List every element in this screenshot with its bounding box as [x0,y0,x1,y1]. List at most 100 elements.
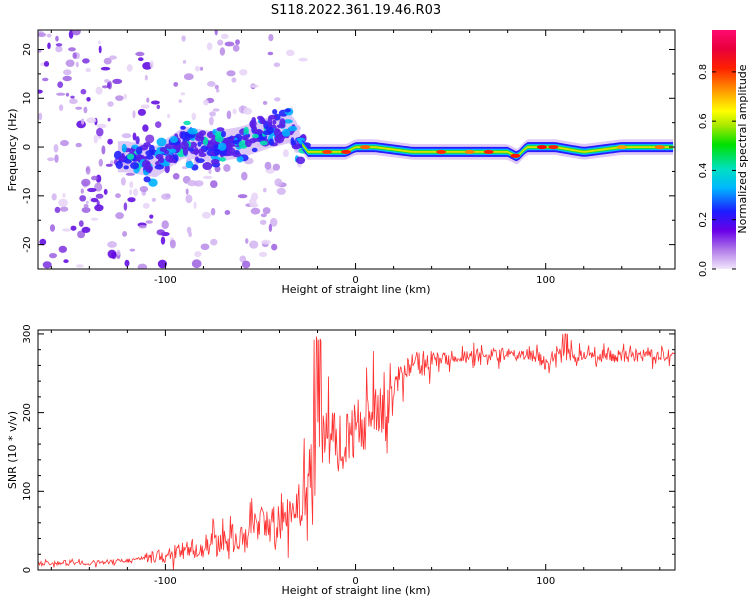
colorbar-ticks: 0.0 0.2 0.4 0.6 0.8 [698,64,736,277]
noise-blob [91,175,98,181]
noise-blob [63,69,72,76]
noise-blob [116,249,121,256]
noise-blob [115,193,121,199]
noise-blob [85,67,91,73]
noise-blob [49,224,56,232]
noise-blob [178,99,182,103]
noise-blob [53,144,59,153]
ridge-blob [283,119,293,124]
x-tick-label: 0 [352,576,358,587]
noise-blob [86,97,91,102]
snr-ticks: -100 0 100 0 100 200 300 [22,324,675,587]
x-tick-label: -100 [154,275,177,286]
ridge-blob [272,119,277,125]
ridge-hotspot [483,149,494,154]
spectrogram-frame [37,29,676,270]
noise-blob [79,195,87,202]
spectrogram-plot-area [38,30,674,269]
colorbar-gradient [712,30,736,269]
noise-blob [138,57,144,62]
noise-blob [102,85,108,89]
ridge-blob [284,108,291,113]
noise-blob [173,82,179,87]
noise-blob [241,260,251,269]
noise-blob [95,193,104,199]
ridge-blob [295,156,306,165]
noise-blob [82,58,90,64]
noise-blob [106,82,111,89]
noise-blob [98,40,101,45]
ridge-blob [213,144,219,149]
noise-blob [248,197,257,207]
noise-blob [181,35,186,42]
noise-blob [132,110,136,119]
noise-blob [38,89,43,94]
noise-blob [120,177,126,186]
ridge-blob [202,138,209,146]
noise-blob [260,213,267,218]
noise-blob [144,74,148,81]
ridge-blob [144,155,154,160]
noise-blob [115,212,124,220]
noise-blob [80,188,85,194]
ridge-blob [115,160,123,169]
noise-blob [271,243,278,251]
noise-blob [126,64,133,72]
chart-title: S118.2022.361.19.46.R03 [271,3,441,18]
ridge-blob [180,125,186,130]
ridge-blob [218,142,227,151]
noise-blob [137,108,146,116]
noise-blob [241,171,248,181]
ridge-blob [165,154,174,163]
ridge-blob [159,147,168,152]
noise-blob [267,51,274,56]
noise-blob [224,41,235,47]
noise-blob [62,193,66,198]
noise-blob [93,134,99,144]
noise-blob [81,178,91,187]
noise-blob [182,60,187,64]
ridge-blob [128,148,135,154]
noise-blob [54,206,61,213]
ridge-blob [222,137,232,144]
y-tick-label: 10 [22,92,33,105]
noise-blob [123,202,128,211]
noise-blob [216,88,220,93]
ridge-blob [187,147,195,152]
snr-x-axis-label: Height of straight line (km) [281,584,430,597]
noise-blob [86,117,97,124]
noise-blob [185,188,189,195]
y-tick-label: 0 [22,567,33,573]
noise-blob [90,217,99,221]
ridge-blob [267,117,273,126]
ridge-blob [143,142,151,148]
noise-blob [77,230,86,239]
noise-blob [217,39,224,46]
noise-blob [232,108,237,115]
noise-blob [107,249,117,259]
ridge-band-yellow [302,143,674,158]
noise-blob [135,51,145,57]
noise-blob [123,93,127,100]
noise-blob [145,220,153,224]
noise-blob [72,52,77,59]
noise-blob [212,108,220,112]
noise-blob [59,206,69,212]
ridge-blob [164,164,170,174]
noise-blob [149,60,154,69]
noise-blob [142,202,150,209]
noise-blob [57,81,64,88]
colorbar-tick-label: 0.8 [698,64,709,80]
noise-blob [273,62,281,68]
ridge-hotspot [536,145,547,150]
noise-blob [109,55,117,60]
noise-blob [183,73,194,81]
ridge-blob [236,155,244,163]
ridge-blob [127,153,135,160]
noise-blob [125,172,135,176]
noise-blob [62,75,72,82]
ridge-blob [187,127,198,135]
noise-blob [78,220,84,227]
noise-blob [65,59,75,67]
noise-blob [75,106,83,110]
